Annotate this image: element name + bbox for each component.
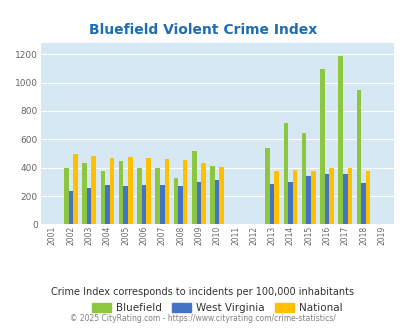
Bar <box>164 159 169 224</box>
Text: Bluefield Violent Crime Index: Bluefield Violent Crime Index <box>89 23 316 37</box>
Bar <box>119 161 123 224</box>
Bar <box>269 183 274 224</box>
Bar <box>160 185 164 224</box>
Bar <box>360 182 365 224</box>
Text: © 2025 CityRating.com - https://www.cityrating.com/crime-statistics/: © 2025 CityRating.com - https://www.city… <box>70 314 335 323</box>
Bar <box>146 158 151 224</box>
Bar <box>288 182 292 224</box>
Bar <box>214 180 219 224</box>
Bar <box>137 168 141 224</box>
Bar <box>173 178 178 224</box>
Bar <box>128 157 132 224</box>
Bar <box>109 158 114 224</box>
Bar <box>324 174 328 224</box>
Text: Crime Index corresponds to incidents per 100,000 inhabitants: Crime Index corresponds to incidents per… <box>51 287 354 297</box>
Bar <box>68 191 73 224</box>
Legend: Bluefield, West Virginia, National: Bluefield, West Virginia, National <box>87 299 346 317</box>
Bar <box>310 171 315 224</box>
Bar <box>306 176 310 224</box>
Bar <box>201 163 205 224</box>
Bar <box>365 171 370 224</box>
Bar <box>64 168 68 224</box>
Bar <box>320 69 324 224</box>
Bar <box>301 133 306 224</box>
Bar <box>283 123 288 224</box>
Bar <box>342 174 347 224</box>
Bar <box>73 153 77 224</box>
Bar <box>141 185 146 224</box>
Bar <box>264 148 269 224</box>
Bar <box>274 171 278 224</box>
Bar <box>87 188 91 224</box>
Bar <box>338 56 342 224</box>
Bar <box>196 182 201 224</box>
Bar <box>328 168 333 224</box>
Bar <box>100 171 105 224</box>
Bar <box>292 170 296 224</box>
Bar <box>178 186 182 224</box>
Bar <box>219 167 224 224</box>
Bar <box>192 151 196 224</box>
Bar <box>91 156 96 224</box>
Bar <box>210 166 214 224</box>
Bar <box>347 168 351 224</box>
Bar <box>356 90 360 224</box>
Bar <box>105 185 109 224</box>
Bar <box>123 186 128 224</box>
Bar <box>155 168 160 224</box>
Bar <box>82 163 87 224</box>
Bar <box>182 160 187 224</box>
